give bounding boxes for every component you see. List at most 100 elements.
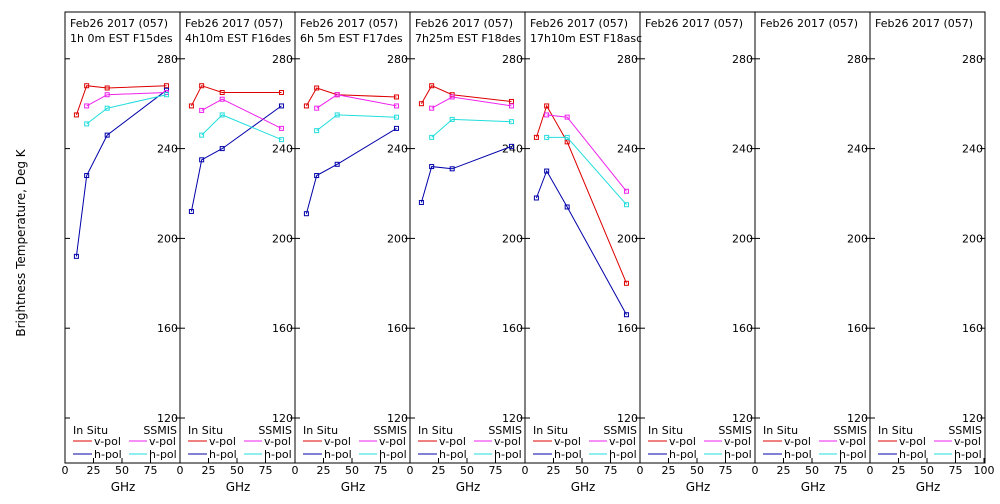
x-tick-label: 0 xyxy=(867,464,874,477)
x-tick-label: 0 xyxy=(637,464,644,477)
x-tick-label: 25 xyxy=(547,464,561,477)
legend-insitu-label: In Situ xyxy=(418,424,453,437)
data-point xyxy=(188,103,194,109)
data-point xyxy=(623,202,629,208)
data-point xyxy=(429,134,435,140)
x-tick-label: 50 xyxy=(690,464,704,477)
x-tick-label: 50 xyxy=(230,464,244,477)
data-point xyxy=(393,94,399,100)
y-tick-label: 280 xyxy=(387,53,408,66)
x-axis-label: GHz xyxy=(686,480,711,494)
x-tick-label: 25 xyxy=(777,464,791,477)
data-point xyxy=(564,134,570,140)
y-tick-label: 280 xyxy=(502,53,523,66)
data-point xyxy=(219,146,225,152)
legend-insitu-h-label: h-pol xyxy=(899,448,927,461)
legend-ssmis-v-label: v-pol xyxy=(954,435,981,448)
x-tick-label: 50 xyxy=(115,464,129,477)
x-tick-label: 50 xyxy=(345,464,359,477)
legend-insitu-v-label: v-pol xyxy=(94,435,121,448)
y-tick-label: 120 xyxy=(272,412,293,425)
x-tick-label: 50 xyxy=(920,464,934,477)
x-tick-label: 75 xyxy=(719,464,733,477)
x-axis-label: GHz xyxy=(111,480,136,494)
panel-title-date: Feb26 2017 (057) xyxy=(645,17,743,30)
data-point xyxy=(393,125,399,131)
data-point xyxy=(199,132,205,138)
y-tick-label: 200 xyxy=(847,232,868,245)
data-point xyxy=(73,112,79,118)
legend-insitu-h-label: h-pol xyxy=(94,448,122,461)
series-line xyxy=(305,127,397,214)
panel-title-pass: 7h25m EST F18des xyxy=(415,32,521,45)
panel-title-pass: 17h10m EST F18asc xyxy=(530,32,642,45)
data-point xyxy=(623,188,629,194)
series-line xyxy=(190,85,282,107)
legend-ssmis-label: SSMIS xyxy=(833,424,867,437)
x-tick-label: 75 xyxy=(374,464,388,477)
data-point xyxy=(418,101,424,107)
y-tick-label: 200 xyxy=(502,232,523,245)
series-line xyxy=(431,96,512,109)
panel-title-date: Feb26 2017 (057) xyxy=(185,17,283,30)
y-tick-label: 120 xyxy=(387,412,408,425)
data-point xyxy=(334,92,340,98)
legend-ssmis-v-label: v-pol xyxy=(609,435,636,448)
data-point xyxy=(544,134,550,140)
y-tick-label: 240 xyxy=(617,143,638,156)
y-tick-label: 280 xyxy=(962,53,983,66)
x-tick-label: 50 xyxy=(460,464,474,477)
legend-ssmis-label: SSMIS xyxy=(258,424,292,437)
data-point xyxy=(429,105,435,111)
x-tick-label: 100 xyxy=(974,464,995,477)
data-point xyxy=(84,173,90,179)
x-tick-label: 25 xyxy=(202,464,216,477)
data-point xyxy=(104,85,110,91)
data-point xyxy=(163,92,169,98)
data-point xyxy=(303,103,309,109)
data-point xyxy=(508,143,514,149)
legend-insitu-h-label: h-pol xyxy=(324,448,352,461)
data-point xyxy=(84,103,90,109)
x-tick-label: 25 xyxy=(432,464,446,477)
legend-insitu-v-label: v-pol xyxy=(669,435,696,448)
series-line xyxy=(86,94,167,125)
legend-ssmis-h-label: h-pol xyxy=(149,448,177,461)
x-tick-label: 75 xyxy=(834,464,848,477)
legend-ssmis-v-label: v-pol xyxy=(839,435,866,448)
series-line xyxy=(535,104,627,284)
x-axis-label: GHz xyxy=(571,480,596,494)
data-point xyxy=(278,137,284,143)
data-point xyxy=(219,89,225,95)
data-point xyxy=(188,208,194,214)
x-axis-label: GHz xyxy=(916,480,941,494)
panel-title-date: Feb26 2017 (057) xyxy=(300,17,398,30)
legend-insitu-v-label: v-pol xyxy=(899,435,926,448)
x-axis-label: GHz xyxy=(341,480,366,494)
panel-title-date: Feb26 2017 (057) xyxy=(415,17,513,30)
y-tick-label: 240 xyxy=(962,143,983,156)
series-line xyxy=(316,114,397,131)
legend-insitu-label: In Situ xyxy=(878,424,913,437)
legend-insitu-v-label: v-pol xyxy=(439,435,466,448)
legend-ssmis-h-label: h-pol xyxy=(494,448,522,461)
legend-ssmis-h-label: h-pol xyxy=(264,448,292,461)
y-tick-label: 240 xyxy=(502,143,523,156)
data-point xyxy=(544,103,550,109)
y-tick-label: 160 xyxy=(502,322,523,335)
data-point xyxy=(104,105,110,111)
series-line xyxy=(316,94,397,109)
y-tick-label: 200 xyxy=(272,232,293,245)
y-tick-label: 160 xyxy=(387,322,408,335)
data-point xyxy=(449,94,455,100)
legend-insitu-v-label: v-pol xyxy=(554,435,581,448)
panel-title-date: Feb26 2017 (057) xyxy=(530,17,628,30)
y-tick-label: 200 xyxy=(732,232,753,245)
data-point xyxy=(418,199,424,205)
series-line xyxy=(75,85,167,116)
legend-insitu-h-label: h-pol xyxy=(669,448,697,461)
series-line xyxy=(201,98,282,129)
legend-insitu-v-label: v-pol xyxy=(784,435,811,448)
x-tick-label: 75 xyxy=(489,464,503,477)
